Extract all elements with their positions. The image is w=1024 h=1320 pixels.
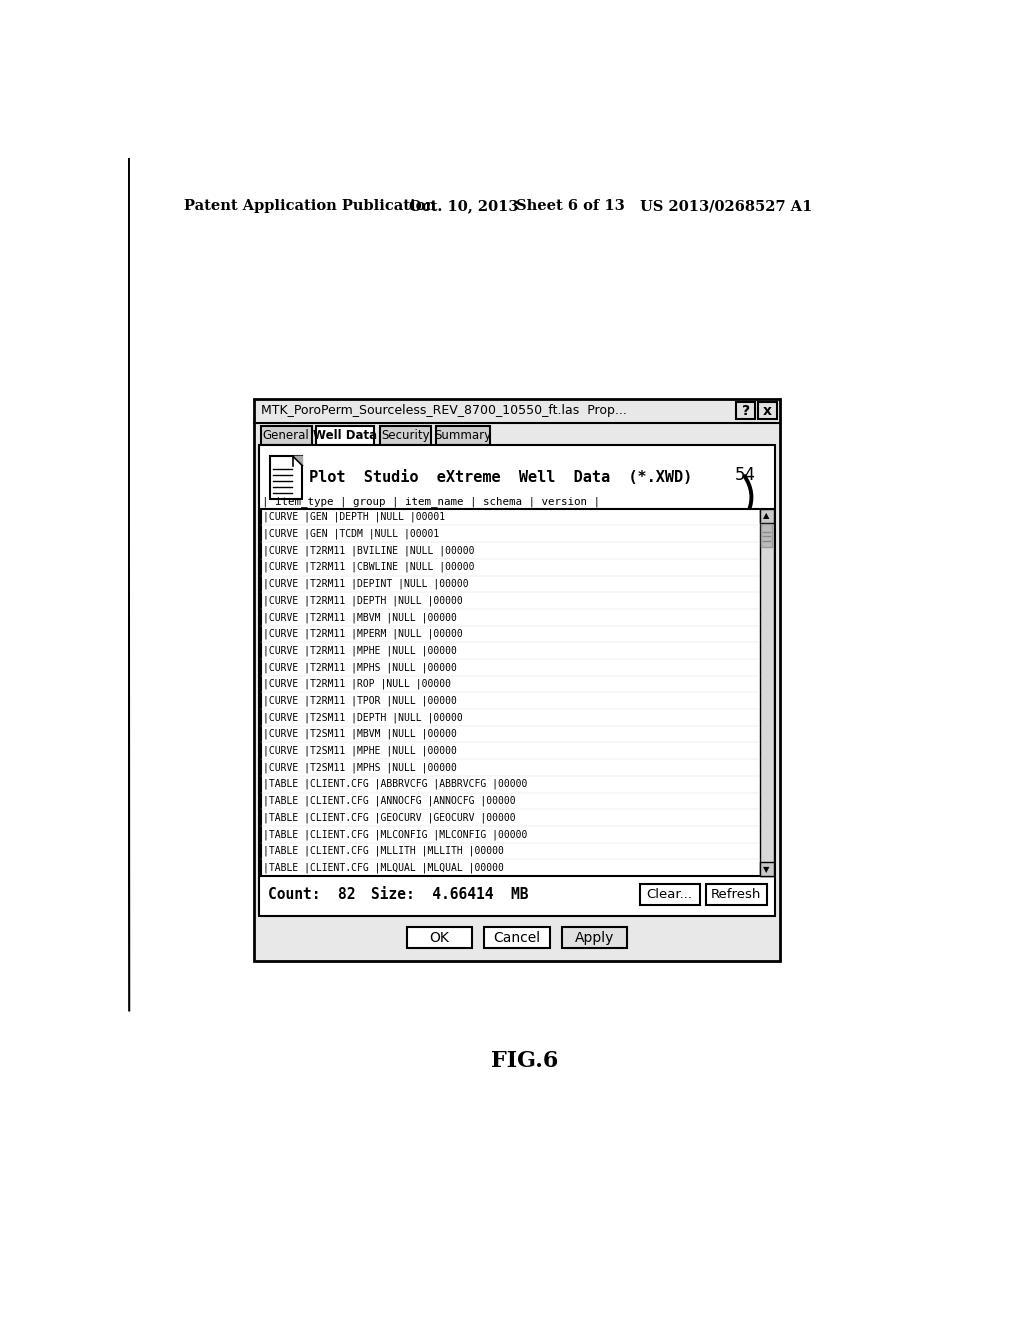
Bar — [760, 508, 773, 523]
Text: Sheet 6 of 13: Sheet 6 of 13 — [515, 199, 625, 213]
Text: | item_type | group | item_name | schema | version |: | item_type | group | item_name | schema… — [262, 495, 600, 507]
Bar — [640, 884, 700, 906]
Bar — [736, 403, 755, 420]
Text: Patent Application Publication: Patent Application Publication — [183, 199, 436, 213]
Text: |CURVE |T2RM11 |BVILINE |NULL |00000: |CURVE |T2RM11 |BVILINE |NULL |00000 — [263, 545, 474, 556]
Text: |CURVE |T2SM11 |MPHE |NULL |00000: |CURVE |T2SM11 |MPHE |NULL |00000 — [263, 746, 457, 756]
Text: US 2013/0268527 A1: US 2013/0268527 A1 — [640, 199, 812, 213]
Polygon shape — [293, 457, 302, 466]
Bar — [315, 425, 375, 445]
Text: ▲: ▲ — [763, 511, 770, 520]
Text: |CURVE |GEN |TCDM |NULL |00001: |CURVE |GEN |TCDM |NULL |00001 — [263, 528, 439, 539]
Text: |CURVE |T2RM11 |MBVM |NULL |00000: |CURVE |T2RM11 |MBVM |NULL |00000 — [263, 612, 457, 623]
Bar — [561, 927, 628, 949]
Text: Apply: Apply — [574, 931, 614, 945]
Bar — [407, 927, 472, 949]
Bar — [380, 425, 431, 445]
Text: General: General — [263, 429, 309, 442]
Text: Clear...: Clear... — [647, 888, 692, 902]
Text: ?: ? — [741, 404, 750, 418]
Bar — [435, 425, 489, 445]
Bar — [260, 425, 311, 445]
Text: |CURVE |T2RM11 |MPERM |NULL |00000: |CURVE |T2RM11 |MPERM |NULL |00000 — [263, 628, 463, 639]
Text: |CURVE |T2RM11 |TPOR |NULL |00000: |CURVE |T2RM11 |TPOR |NULL |00000 — [263, 696, 457, 706]
Text: |CURVE |GEN |DEPTH |NULL |00001: |CURVE |GEN |DEPTH |NULL |00001 — [263, 512, 445, 523]
Text: |TABLE |CLIENT.CFG |GEOCURV |GEOCURV |00000: |TABLE |CLIENT.CFG |GEOCURV |GEOCURV |00… — [263, 812, 515, 822]
Bar — [760, 508, 773, 876]
Text: |CURVE |T2SM11 |MBVM |NULL |00000: |CURVE |T2SM11 |MBVM |NULL |00000 — [263, 729, 457, 739]
Bar — [254, 399, 779, 961]
Text: Refresh: Refresh — [712, 888, 762, 902]
Text: |TABLE |CLIENT.CFG |ANNOCFG |ANNOCFG |00000: |TABLE |CLIENT.CFG |ANNOCFG |ANNOCFG |00… — [263, 796, 515, 807]
Text: |CURVE |T2SM11 |MPHS |NULL |00000: |CURVE |T2SM11 |MPHS |NULL |00000 — [263, 762, 457, 772]
Text: Count:  82: Count: 82 — [268, 887, 355, 902]
Text: Cancel: Cancel — [494, 931, 541, 945]
Text: |TABLE |CLIENT.CFG |MLCONFIG |MLCONFIG |00000: |TABLE |CLIENT.CFG |MLCONFIG |MLCONFIG |… — [263, 829, 527, 840]
Text: MTK_PoroPerm_Sourceless_REV_8700_10550_ft.las  Prop...: MTK_PoroPerm_Sourceless_REV_8700_10550_f… — [260, 404, 627, 417]
Text: |CURVE |T2SM11 |DEPTH |NULL |00000: |CURVE |T2SM11 |DEPTH |NULL |00000 — [263, 713, 463, 722]
Text: |CURVE |T2RM11 |ROP |NULL |00000: |CURVE |T2RM11 |ROP |NULL |00000 — [263, 678, 451, 689]
Text: |CURVE |T2RM11 |MPHE |NULL |00000: |CURVE |T2RM11 |MPHE |NULL |00000 — [263, 645, 457, 656]
Text: FIG.6: FIG.6 — [492, 1049, 558, 1072]
Text: Oct. 10, 2013: Oct. 10, 2013 — [409, 199, 518, 213]
Bar — [758, 403, 776, 420]
Text: |CURVE |T2RM11 |CBWLINE |NULL |00000: |CURVE |T2RM11 |CBWLINE |NULL |00000 — [263, 562, 474, 573]
Text: Security: Security — [381, 429, 430, 442]
Text: |CURVE |T2RM11 |MPHS |NULL |00000: |CURVE |T2RM11 |MPHS |NULL |00000 — [263, 663, 457, 673]
Bar — [484, 927, 550, 949]
Text: x: x — [763, 404, 772, 418]
Text: |TABLE |CLIENT.CFG |ABBRVCFG |ABBRVCFG |00000: |TABLE |CLIENT.CFG |ABBRVCFG |ABBRVCFG |… — [263, 779, 527, 789]
Text: OK: OK — [430, 931, 450, 945]
Text: Summary: Summary — [434, 429, 492, 442]
Bar — [270, 457, 302, 499]
Text: 54: 54 — [735, 466, 756, 483]
Text: |TABLE |CLIENT.CFG |MLLITH |MLLITH |00000: |TABLE |CLIENT.CFG |MLLITH |MLLITH |0000… — [263, 846, 504, 857]
Text: Size:  4.66414  MB: Size: 4.66414 MB — [372, 887, 528, 902]
Text: ▼: ▼ — [763, 865, 770, 874]
Text: |TABLE |CLIENT.CFG |MLQUAL |MLQUAL |00000: |TABLE |CLIENT.CFG |MLQUAL |MLQUAL |0000… — [263, 862, 504, 873]
Bar — [760, 862, 773, 876]
Bar — [259, 445, 775, 916]
Text: |CURVE |T2RM11 |DEPTH |NULL |00000: |CURVE |T2RM11 |DEPTH |NULL |00000 — [263, 595, 463, 606]
Text: |CURVE |T2RM11 |DEPINT |NULL |00000: |CURVE |T2RM11 |DEPINT |NULL |00000 — [263, 578, 468, 589]
Bar — [761, 524, 772, 548]
FancyArrowPatch shape — [743, 475, 753, 517]
Text: Well Data: Well Data — [313, 429, 377, 442]
Bar — [260, 508, 773, 876]
Text: Plot  Studio  eXtreme  Well  Data  (*.XWD): Plot Studio eXtreme Well Data (*.XWD) — [309, 470, 692, 484]
Bar — [707, 884, 767, 906]
